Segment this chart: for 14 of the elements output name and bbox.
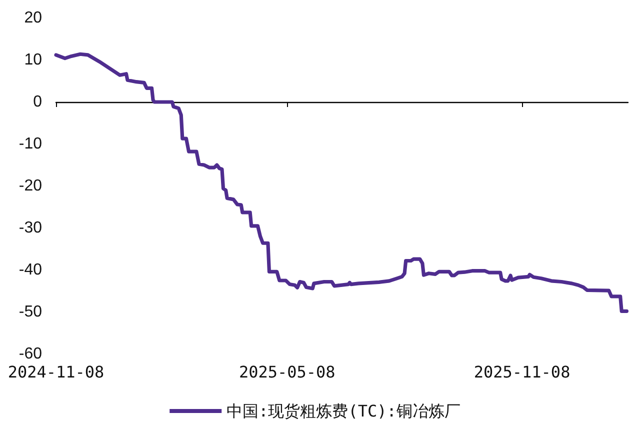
legend-label: 中国:现货粗炼费(TC):铜冶炼厂 [226,402,460,420]
y-tick-label: -30 [18,220,42,236]
x-tick-label: 2024-11-08 [8,362,104,382]
y-tick-label: -60 [18,346,42,362]
y-tick-label: -50 [18,304,42,320]
y-tick-label: 10 [24,52,42,68]
x-tick-label: 2025-11-08 [474,362,570,382]
y-tick-label: 0 [33,94,42,110]
y-tick-label: 20 [24,10,42,26]
y-tick-label: -20 [18,178,42,194]
x-tick-label: 2025-05-08 [238,362,336,382]
y-tick-label: -40 [18,262,42,278]
line-series [54,52,629,313]
y-tick-label: -10 [18,136,42,152]
